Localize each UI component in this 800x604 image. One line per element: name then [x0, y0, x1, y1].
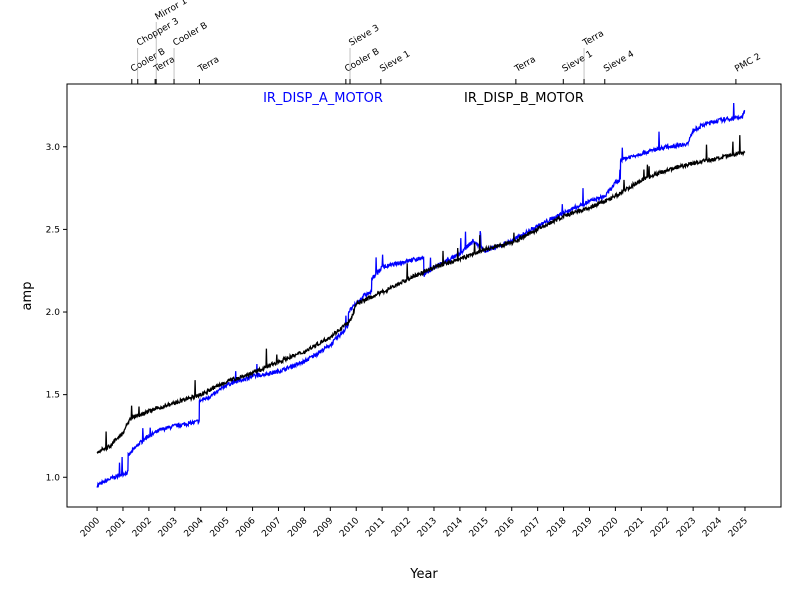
x-tick-label: 2012 [390, 516, 413, 539]
y-axis-label: amp [20, 282, 35, 311]
x-tick-label: 2023 [675, 516, 698, 539]
x-tick-label: 2002 [131, 516, 154, 539]
x-tick-label: 2021 [623, 516, 646, 539]
legend-series-b: IR_DISP_B_MOTOR [464, 91, 584, 106]
x-tick-label: 2022 [649, 516, 672, 539]
x-tick-label: 2011 [364, 516, 387, 539]
y-tick-label: 1.0 [46, 473, 61, 483]
y-tick-label: 1.5 [46, 391, 60, 401]
x-tick-label: 2025 [727, 516, 750, 539]
x-tick-label: 2017 [519, 516, 542, 539]
plot-frame [66, 83, 782, 508]
series-line-b [96, 135, 746, 455]
x-axis-label: Year [409, 567, 438, 582]
event-label: Sieve 3 [348, 23, 382, 48]
series-layer [96, 102, 746, 489]
x-tick-label: 2014 [442, 516, 465, 539]
x-tick-label: 2000 [79, 516, 102, 539]
x-tick-label: 2009 [312, 516, 335, 539]
x-tick-label: 2013 [416, 516, 439, 539]
event-label: Terra [513, 55, 538, 75]
x-tick-label: 2018 [545, 516, 568, 539]
y-tick-label: 3.0 [46, 143, 61, 153]
x-tick-label: 2024 [701, 516, 724, 539]
x-tick-label: 2019 [571, 516, 594, 539]
event-label: Terra [581, 29, 606, 49]
y-axis: 1.0 1.5 2.0 2.5 3.0 [46, 143, 67, 483]
x-tick-label: 2003 [157, 516, 180, 539]
x-tick-label: 2015 [468, 516, 491, 539]
x-tick-label: 2006 [234, 516, 257, 539]
event-label: Sieve 1 [378, 49, 412, 74]
legend-series-a: IR_DISP_A_MOTOR [263, 91, 383, 106]
y-tick-label: 2.5 [46, 225, 60, 235]
event-label: PMC 2 [733, 52, 762, 75]
x-tick-label: 2007 [260, 516, 283, 539]
x-tick-label: 2010 [338, 516, 361, 539]
x-tick-label: 2016 [494, 516, 517, 539]
x-tick-label: 2008 [286, 516, 309, 539]
x-axis: 2000 2001 2002 2003 2004 2005 2006 2007 2008 2009… [79, 507, 750, 539]
event-label: Sieve 4 [602, 49, 636, 74]
x-tick-label: 2001 [105, 516, 128, 539]
event-label: Terra [196, 55, 221, 75]
y-tick-label: 2.0 [46, 308, 61, 318]
series-line-a [96, 102, 746, 489]
x-tick-label: 2020 [597, 516, 620, 539]
x-tick-label: 2004 [183, 516, 206, 539]
event-label: Cooler B [343, 47, 381, 75]
x-tick-label: 2005 [208, 516, 231, 539]
event-label: Sieve 1 [561, 49, 595, 74]
